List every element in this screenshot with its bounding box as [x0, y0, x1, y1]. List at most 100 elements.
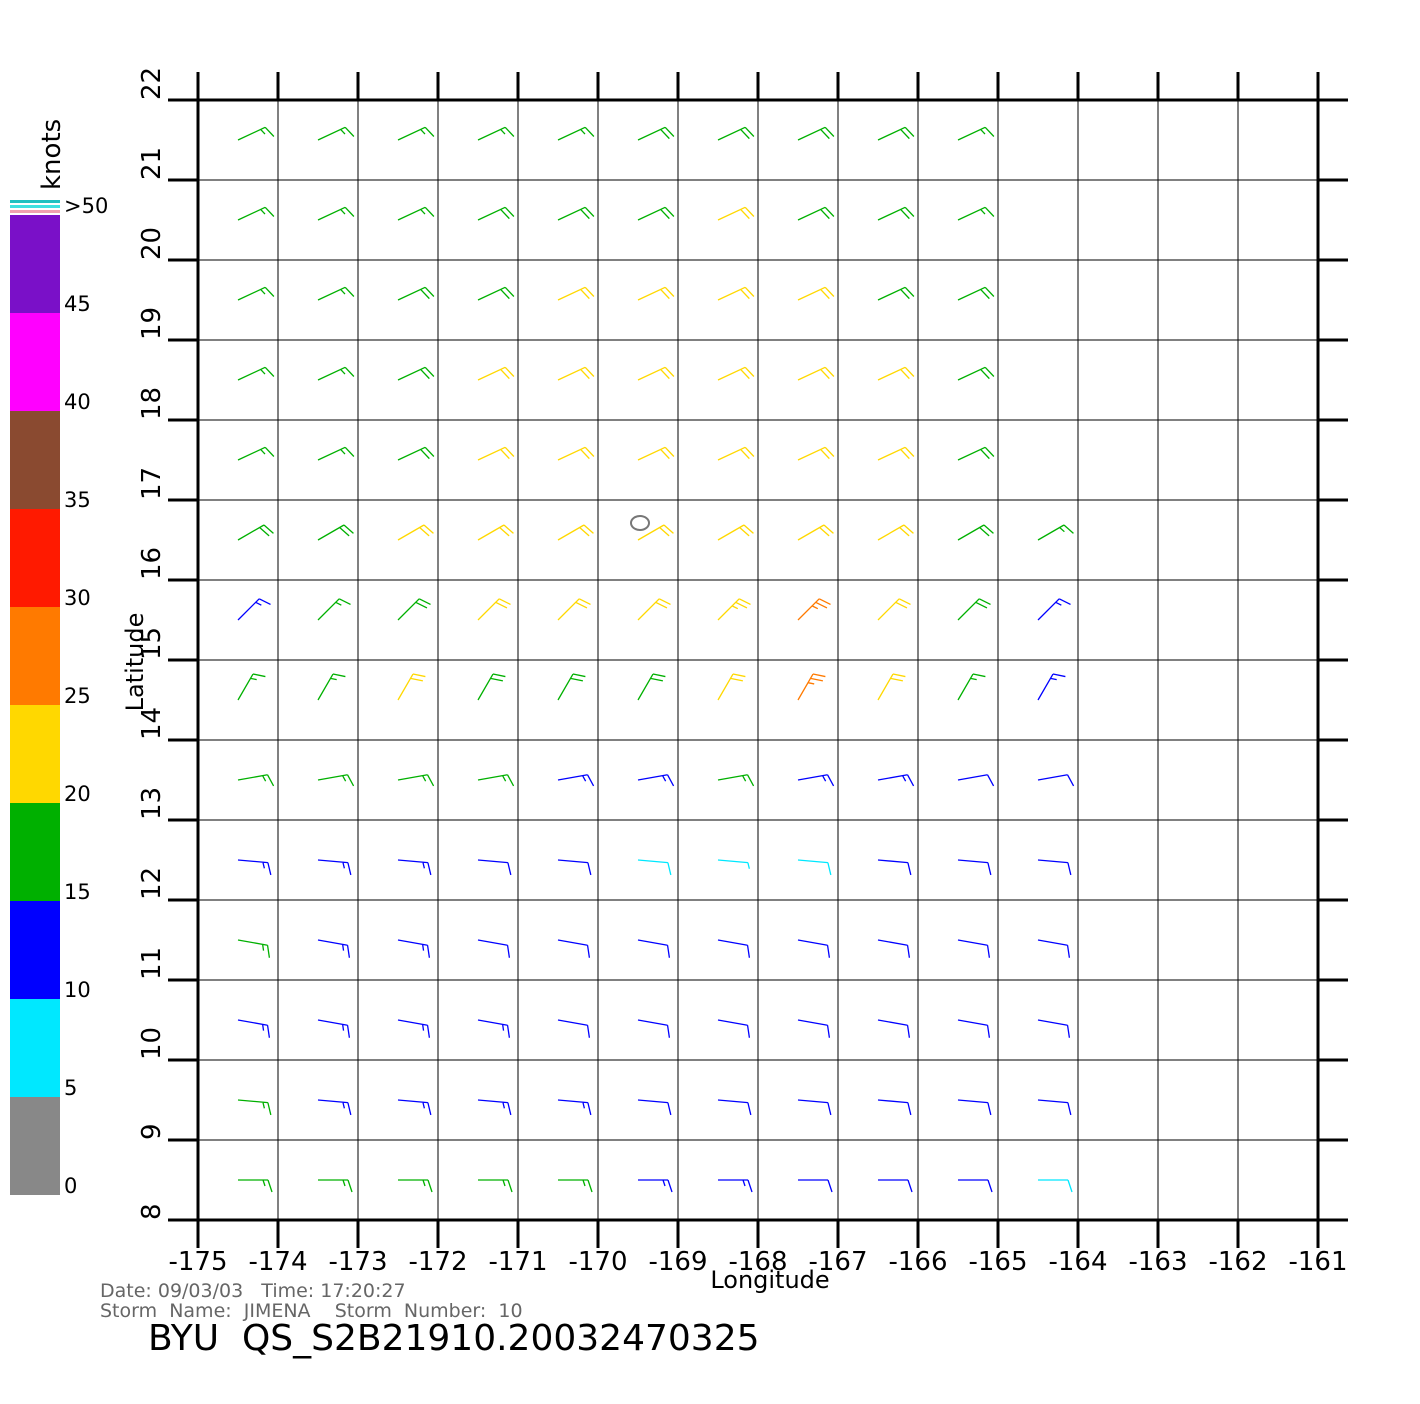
wind-barb — [877, 1019, 911, 1038]
barb-stroke — [237, 598, 271, 621]
barb-stroke — [958, 1179, 993, 1193]
barb-stroke — [557, 774, 595, 787]
wind-barb — [797, 1099, 832, 1116]
wind-barb — [317, 939, 351, 958]
wind-barb — [237, 598, 271, 621]
x-tick-label: -172 — [408, 1247, 467, 1277]
y-tick-label: 20 — [137, 227, 167, 260]
barb-stroke — [397, 126, 435, 141]
barb-stroke — [797, 859, 832, 876]
barb-stroke — [397, 366, 435, 381]
wind-barb — [557, 1019, 591, 1038]
wind-barb — [877, 939, 911, 958]
barb-stroke — [877, 859, 912, 876]
colorbar-cap — [10, 205, 60, 208]
barb-stroke — [797, 206, 835, 221]
wind-barb — [797, 126, 835, 141]
barb-stroke — [557, 206, 595, 221]
wind-barb — [957, 206, 995, 221]
wind-barb — [478, 1179, 513, 1193]
barb-stroke — [637, 126, 675, 141]
barb-stroke — [397, 286, 435, 301]
colorbar-label: 5 — [64, 1076, 77, 1100]
barb-stroke — [638, 1179, 673, 1193]
colorbar-label: 15 — [64, 880, 91, 904]
barb-stroke — [1037, 774, 1075, 787]
wind-barb — [318, 1179, 353, 1193]
barb-stroke — [477, 859, 512, 876]
barb-stroke — [957, 673, 986, 701]
wind-barb — [397, 286, 435, 301]
barb-stroke — [477, 939, 511, 958]
colorbar-segment — [10, 215, 60, 313]
barb-stroke — [877, 446, 915, 461]
barb-stroke — [557, 524, 594, 541]
wind-barb — [1037, 1099, 1072, 1116]
wind-barb — [717, 206, 755, 221]
wind-barb — [317, 206, 355, 221]
barb-stroke — [637, 286, 675, 301]
wind-barb — [1037, 1019, 1071, 1038]
barb-stroke — [477, 673, 506, 701]
wind-barb — [238, 1179, 273, 1193]
barb-stroke — [1037, 1099, 1072, 1116]
barb-stroke — [397, 939, 431, 958]
barb-stroke — [797, 774, 835, 787]
barb-stroke — [478, 1179, 513, 1193]
wind-barb — [1037, 774, 1075, 787]
barb-stroke — [237, 286, 275, 301]
wind-barb — [317, 286, 355, 301]
wind-barb — [557, 939, 591, 958]
barb-stroke — [317, 598, 351, 621]
barb-stroke — [557, 126, 595, 141]
barb-stroke — [877, 286, 915, 301]
barb-stroke — [637, 524, 674, 541]
wind-barb — [237, 1019, 271, 1038]
barb-stroke — [797, 366, 835, 381]
y-tick-label: 11 — [137, 947, 167, 980]
barb-stroke — [1037, 939, 1071, 958]
barb-stroke — [637, 446, 675, 461]
wind-barb — [717, 126, 755, 141]
wind-barb — [877, 446, 915, 461]
y-tick-label: 18 — [137, 387, 167, 420]
wind-barb — [477, 774, 515, 787]
colorbar-segment — [10, 313, 60, 411]
wind-barb — [557, 524, 594, 541]
wind-barb — [957, 446, 995, 461]
colorbar-segment — [10, 705, 60, 803]
y-tick-label: 19 — [137, 307, 167, 340]
barb-stroke — [717, 1019, 751, 1038]
barb-stroke — [717, 126, 755, 141]
barb-stroke — [317, 859, 352, 876]
barb-stroke — [238, 1179, 273, 1193]
wind-barb — [877, 598, 911, 621]
barb-stroke — [317, 446, 355, 461]
wind-barb — [717, 1019, 751, 1038]
barb-stroke — [397, 859, 432, 876]
colorbar-segment — [10, 803, 60, 901]
wind-barb — [557, 673, 586, 701]
wind-barb — [957, 286, 995, 301]
wind-barb — [637, 206, 675, 221]
barb-stroke — [637, 673, 666, 701]
x-tick-label: -161 — [1288, 1247, 1347, 1277]
colorbar-cap — [10, 210, 60, 213]
y-tick-label: 14 — [137, 707, 167, 740]
wind-barb — [237, 1099, 272, 1116]
wind-barb — [877, 366, 915, 381]
wind-barb — [638, 1179, 673, 1193]
barb-stroke — [957, 446, 995, 461]
colorbar-label: 45 — [64, 292, 91, 316]
colorbar-segment — [10, 901, 60, 999]
barb-stroke — [717, 1099, 752, 1116]
barb-stroke — [797, 939, 831, 958]
wind-barb — [717, 366, 755, 381]
barb-stroke — [637, 598, 671, 621]
wind-barb — [797, 598, 831, 621]
info-line: Storm Name: JIMENA Storm Number: 10 — [100, 1300, 523, 1322]
wind-barb — [317, 366, 355, 381]
wind-barb — [877, 286, 915, 301]
barb-stroke — [557, 939, 591, 958]
x-tick-label: -167 — [808, 1247, 867, 1277]
